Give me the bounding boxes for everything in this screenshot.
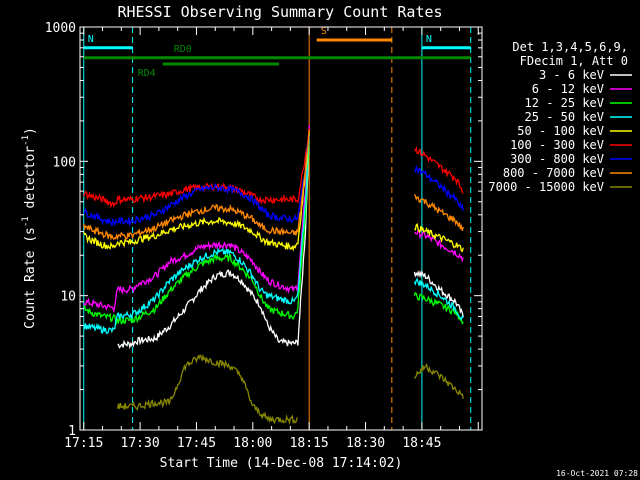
series-line-5 — [83, 128, 310, 209]
x-tick-label: 17:15 — [64, 436, 103, 451]
x-tick-label: 18:45 — [402, 436, 441, 451]
y-axis-label-mid: detector — [23, 146, 38, 217]
y-tick-label: 100 — [53, 155, 76, 170]
y-axis-label: Count Rate (s-1 detector-1) — [21, 127, 38, 329]
legend-label-8: 7000 - 15000 keV — [488, 180, 604, 194]
x-tick-label: 18:15 — [290, 436, 329, 451]
legend-label-1: 6 - 12 keV — [532, 82, 604, 96]
legend-label-4: 50 - 100 keV — [517, 124, 604, 138]
series-line-6 — [83, 136, 310, 228]
series-line-8 — [116, 353, 298, 425]
series-line-0 — [117, 134, 310, 350]
legend-header-line-2: FDecim 1, Att 0 — [520, 54, 628, 68]
plot-frame — [79, 26, 483, 431]
annotation-label-1: N — [426, 34, 432, 45]
series-line-1 — [83, 124, 310, 314]
legend-label-3: 25 - 50 keV — [525, 110, 604, 124]
y-axis-label-prefix: Count Rate (s — [23, 227, 38, 329]
series-line-2-after-gap — [413, 291, 464, 325]
annotation-label-3: RD0 — [174, 44, 192, 55]
legend-label-6: 300 - 800 keV — [510, 152, 604, 166]
x-tick-label: 17:45 — [177, 436, 216, 451]
y-axis-label-sup2: -1 — [21, 135, 31, 146]
x-tick-label: 18:00 — [233, 436, 272, 451]
series-line-7 — [83, 129, 310, 241]
footer-date: 16-Oct-2021 07:28 — [556, 469, 638, 478]
legend-label-7: 800 - 7000 keV — [503, 166, 604, 180]
y-axis-label-suffix: ) — [23, 127, 38, 135]
series-line-0-after-gap — [413, 269, 464, 318]
series-line-3 — [83, 133, 310, 335]
series-line-7-after-gap — [413, 193, 464, 231]
x-tick-label: 18:30 — [346, 436, 385, 451]
series-line-4-after-gap — [413, 222, 464, 253]
y-tick-label: 10 — [60, 290, 76, 305]
legend: Det 1,3,4,5,6,9, FDecim 1, Att 0 3 - 6 k… — [488, 40, 632, 194]
chart-title: RHESSI Observing Summary Count Rates — [117, 3, 442, 21]
legend-header-line-1: Det 1,3,4,5,6,9, — [512, 40, 628, 54]
annotation-label-2: S — [321, 26, 327, 37]
series-line-5-after-gap — [414, 145, 464, 194]
x-axis-label: Start Time (14-Dec-08 17:14:02) — [160, 456, 403, 471]
series-line-3-after-gap — [413, 277, 464, 321]
legend-label-5: 100 - 300 keV — [510, 138, 604, 152]
axes: 1 10 100 1000 17:15 17:30 17:45 18:00 18:15 18:30… — [45, 21, 483, 451]
series-line-6-after-gap — [414, 164, 464, 212]
legend-label-0: 3 - 6 keV — [539, 68, 604, 82]
y-tick-label: 1000 — [45, 21, 76, 36]
plot-area: N N S RD0 RD4 — [83, 26, 472, 430]
annotation-label-4: RD4 — [138, 68, 156, 79]
x-tick-label: 17:30 — [121, 436, 160, 451]
series-line-1-after-gap — [414, 229, 464, 263]
series-line-8-after-gap — [413, 362, 464, 399]
annotation-label-0: N — [88, 34, 94, 45]
y-axis-label-sup1: -1 — [21, 216, 31, 227]
legend-label-2: 12 - 25 keV — [525, 96, 604, 110]
series-line-2 — [83, 132, 310, 326]
series-line-4 — [83, 132, 310, 252]
y-tick-label: 1 — [68, 424, 76, 439]
